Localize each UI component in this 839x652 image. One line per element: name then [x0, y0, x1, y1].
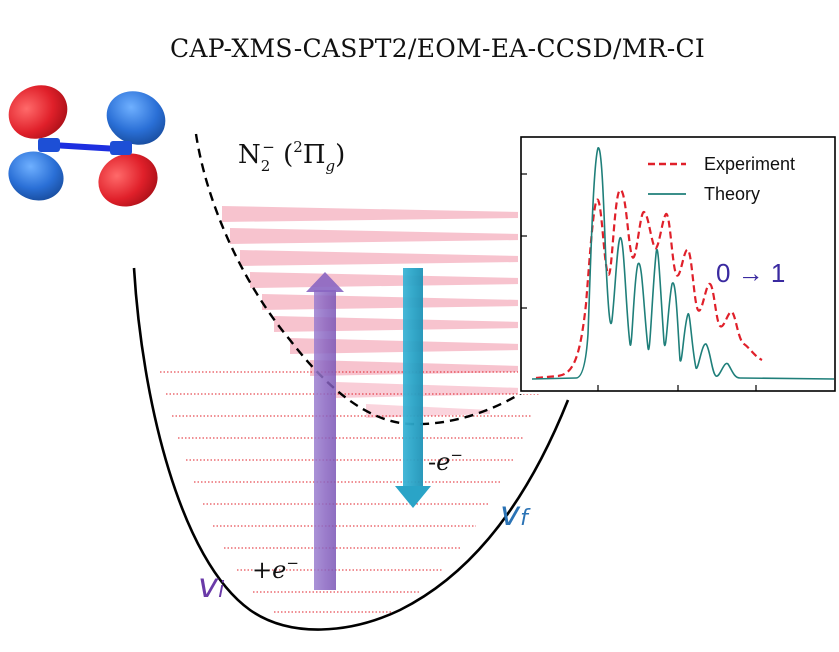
- attach-charge: −: [286, 554, 299, 572]
- theory-spectrum: [531, 147, 835, 380]
- inset-legend: Experiment Theory: [648, 154, 795, 204]
- inset-frame: [520, 136, 836, 392]
- term-multiplicity: 2: [293, 138, 303, 156]
- anion-state-label: N2− (2Πg): [238, 138, 346, 175]
- anion-vibrational-levels: [222, 206, 522, 418]
- state-subscript: 2: [260, 157, 271, 175]
- transition-annotation: 0 → 1: [716, 258, 785, 288]
- attachment-arrow: [306, 272, 344, 590]
- neutral-potential-curve: [132, 267, 570, 631]
- term-close: ): [335, 140, 346, 170]
- vf-subscript: f: [520, 506, 528, 531]
- state-superscript: −: [262, 138, 275, 156]
- vf-letter: v: [500, 494, 521, 534]
- vi-letter: v: [198, 566, 219, 606]
- legend-experiment-label: Experiment: [704, 154, 795, 174]
- attach-electron: e: [272, 556, 287, 584]
- attach-sign: +: [252, 556, 273, 584]
- experiment-spectrum: [535, 188, 763, 380]
- attachment-label: +e−: [252, 554, 299, 584]
- detachment-label: -e−: [428, 446, 463, 476]
- vi-subscript: i: [218, 578, 225, 603]
- term-open: (: [283, 140, 294, 170]
- spectrum-inset: Experiment Theory 0 → 1: [518, 134, 838, 394]
- molecular-orbital-illustration: [8, 85, 166, 207]
- term-symbol: Π: [302, 140, 326, 170]
- final-level-label: vf: [500, 494, 528, 534]
- legend-theory-label: Theory: [704, 184, 760, 204]
- method-title: CAP-XMS-CASPT2/EOM-EA-CCSD/MR-CI: [170, 34, 706, 63]
- detach-sign: -: [428, 448, 437, 476]
- detach-charge: −: [450, 446, 463, 464]
- initial-level-label: vi: [198, 566, 224, 606]
- neutral-vibrational-levels: [160, 371, 548, 613]
- detach-electron: e: [436, 448, 451, 476]
- inset-ticks: [521, 173, 757, 391]
- term-subscript: g: [325, 157, 336, 175]
- state-base: N: [238, 140, 261, 170]
- detachment-arrow: [395, 268, 431, 508]
